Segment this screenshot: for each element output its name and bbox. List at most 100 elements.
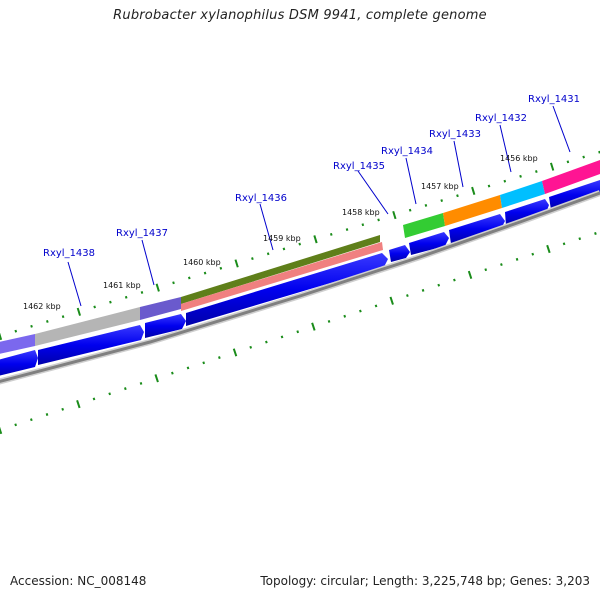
cog-bar-orange[interactable] xyxy=(443,195,502,226)
tick-mark xyxy=(280,335,284,339)
tick-mark xyxy=(108,392,112,396)
tick-mark xyxy=(92,397,96,401)
cog-bar-cyan[interactable] xyxy=(500,181,545,208)
tick-mark xyxy=(531,252,535,256)
cds-arrow[interactable] xyxy=(38,325,144,365)
kbp-label: 1461 kbp xyxy=(103,281,141,290)
cds-arrow[interactable] xyxy=(449,214,505,244)
tick-mark xyxy=(440,199,444,202)
cog-bar-olive[interactable] xyxy=(181,235,380,304)
tick-mark xyxy=(471,186,476,195)
cds-arrow[interactable] xyxy=(549,180,600,210)
tick-mark xyxy=(327,319,331,323)
tick-mark xyxy=(437,283,441,287)
gene-label[interactable]: Rxyl_1431 xyxy=(528,94,580,105)
tick-mark xyxy=(187,276,191,280)
tick-mark xyxy=(361,223,365,227)
cog-bar-purple-left[interactable] xyxy=(0,334,35,356)
tick-mark xyxy=(453,278,456,282)
tick-mark xyxy=(0,332,3,341)
tick-mark xyxy=(172,281,175,285)
tick-mark xyxy=(139,382,143,385)
cds-arrow[interactable] xyxy=(409,232,449,255)
tick-mark xyxy=(14,423,17,427)
leader-line xyxy=(405,157,417,205)
kbp-label: 1456 kbp xyxy=(500,154,538,163)
gene-label[interactable]: Rxyl_1434 xyxy=(381,146,433,157)
tick-mark xyxy=(503,179,507,183)
tick-mark xyxy=(594,232,597,235)
cds-arrow[interactable] xyxy=(186,253,388,326)
leader-line xyxy=(499,124,512,173)
tick-mark xyxy=(329,232,333,236)
tick-mark xyxy=(296,330,300,334)
gene-label[interactable]: Rxyl_1438 xyxy=(43,248,95,259)
tick-mark xyxy=(30,324,33,328)
tick-mark xyxy=(61,315,65,319)
tick-mark xyxy=(202,361,206,365)
gene-label[interactable]: Rxyl_1432 xyxy=(475,113,527,124)
cog-bar-purple[interactable] xyxy=(140,297,181,320)
tick-mark xyxy=(219,266,223,270)
tick-mark xyxy=(484,268,488,272)
gene-label[interactable]: Rxyl_1435 xyxy=(333,161,385,172)
tick-mark xyxy=(408,208,412,212)
kbp-label: 1459 kbp xyxy=(263,234,301,243)
tick-mark xyxy=(456,194,459,198)
gene-labels: Rxyl_1438 Rxyl_1437 Rxyl_1436 Rxyl_1435 … xyxy=(43,94,580,259)
tick-mark xyxy=(343,314,347,318)
cds-arrow[interactable] xyxy=(505,199,549,226)
tick-mark xyxy=(578,237,582,241)
kbp-label: 1460 kbp xyxy=(183,258,221,267)
tick-mark xyxy=(45,413,49,416)
tick-mark xyxy=(61,407,65,411)
kbp-label: 1458 kbp xyxy=(342,208,380,217)
cog-bar-pink[interactable] xyxy=(181,242,383,311)
tick-mark xyxy=(251,257,254,261)
leader-line xyxy=(357,170,389,215)
tick-mark xyxy=(374,304,378,308)
kbp-scale-labels: 1462 kbp 1461 kbp 1460 kbp 1459 kbp 1458… xyxy=(23,154,538,311)
tick-mark xyxy=(421,288,425,292)
genome-summary: Topology: circular; Length: 3,225,748 bp… xyxy=(260,574,590,588)
tick-mark xyxy=(389,296,394,305)
cog-bar-magenta[interactable] xyxy=(542,160,600,194)
tick-mark xyxy=(249,345,253,349)
tick-mark xyxy=(298,242,302,246)
tick-mark xyxy=(345,228,349,232)
map-title: Rubrobacter xylanophilus DSM 9941, compl… xyxy=(113,8,487,23)
tick-mark xyxy=(14,329,18,333)
leader-line xyxy=(67,261,82,307)
tick-mark xyxy=(359,309,362,313)
gene-label[interactable]: Rxyl_1437 xyxy=(116,228,168,239)
tick-mark xyxy=(313,235,318,244)
gene-label[interactable]: Rxyl_1433 xyxy=(429,129,481,140)
tick-mark xyxy=(467,270,473,279)
tick-mark xyxy=(500,263,503,266)
cds-arrow[interactable] xyxy=(389,245,410,262)
tick-mark xyxy=(109,300,112,304)
tick-mark xyxy=(406,294,409,298)
leader-line xyxy=(552,105,571,153)
tick-mark xyxy=(93,305,96,309)
gene-label[interactable]: Rxyl_1436 xyxy=(235,193,287,204)
tick-mark xyxy=(203,271,207,275)
tick-mark xyxy=(282,247,286,251)
tick-mark xyxy=(30,418,33,422)
tick-mark xyxy=(0,426,3,435)
tick-mark xyxy=(535,170,538,173)
tick-mark xyxy=(392,210,397,220)
cds-arrow[interactable] xyxy=(0,350,38,378)
tick-mark xyxy=(424,203,428,207)
gene-label-leaders xyxy=(67,105,571,307)
leader-line xyxy=(259,203,274,251)
tick-mark xyxy=(232,348,238,357)
tick-mark xyxy=(76,307,82,316)
cog-bar-green[interactable] xyxy=(403,213,445,238)
leader-line xyxy=(453,140,464,188)
cog-bar-gray[interactable] xyxy=(35,307,140,346)
tick-mark xyxy=(124,295,128,299)
cds-arrow[interactable] xyxy=(145,314,186,338)
tick-mark xyxy=(566,160,570,164)
